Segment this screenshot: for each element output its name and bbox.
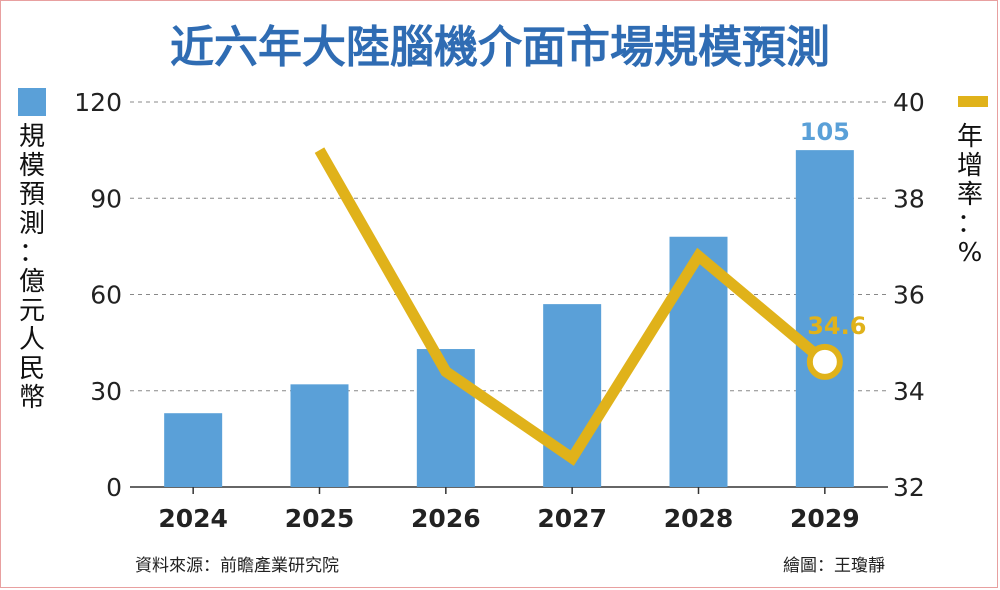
- left-axis-label-char: 人: [19, 325, 45, 355]
- x-tick-label: 2028: [664, 504, 734, 533]
- left-tick-label: 90: [90, 184, 122, 213]
- grid-lines: [130, 101, 888, 488]
- bar: [164, 413, 223, 487]
- left-axis-ticks: 0 30 60 90 120: [74, 88, 122, 502]
- bar: [795, 150, 854, 487]
- right-axis-label-char: 年: [957, 122, 983, 152]
- right-tick-label: 38: [893, 184, 925, 213]
- right-tick-label: 40: [893, 88, 925, 117]
- left-tick-label: 30: [90, 377, 122, 406]
- right-tick-label: 32: [893, 473, 925, 502]
- x-tick-label: 2025: [285, 504, 355, 533]
- growth-line-series: [314, 147, 843, 466]
- right-tick-label: 36: [893, 281, 925, 310]
- growth-line: [314, 147, 829, 466]
- right-axis-label: 年增率：%: [957, 122, 983, 268]
- right-axis-label-char: %: [958, 238, 983, 268]
- right-axis-ticks: 32 34 36 38 40: [893, 88, 925, 502]
- annotations: 105 34.6: [800, 118, 867, 340]
- right-tick-label: 34: [893, 377, 925, 406]
- left-axis-label-char: 元: [19, 296, 45, 326]
- left-tick-label: 0: [106, 473, 122, 502]
- left-tick-label: 60: [90, 281, 122, 310]
- chart-title: 近六年大陸腦機介面市場規模預測: [170, 22, 830, 73]
- line-legend: [958, 96, 988, 107]
- left-axis-label-char: 預: [19, 180, 45, 210]
- x-tick-label: 2026: [411, 504, 481, 533]
- left-axis-label-char: 民: [19, 354, 45, 384]
- bar-legend: [18, 88, 46, 116]
- right-axis-label-char: 增: [957, 151, 983, 181]
- source-note: 資料來源：前瞻產業研究院: [135, 556, 339, 576]
- x-tick-label: 2027: [537, 504, 607, 533]
- bar-series: [164, 150, 854, 487]
- line-value-label: 34.6: [807, 312, 866, 340]
- right-axis-label-char: 率: [957, 180, 983, 210]
- line-legend-swatch: [958, 96, 988, 107]
- right-axis-label-char: ：: [957, 209, 983, 239]
- bar-value-label: 105: [800, 118, 850, 146]
- left-axis-label-char: 幣: [19, 383, 45, 413]
- credit-note: 繪圖：王瓊靜: [783, 556, 885, 576]
- left-axis-label-char: 測: [19, 209, 45, 239]
- left-axis-label-char: 模: [19, 151, 45, 181]
- line-end-marker: [806, 343, 843, 380]
- left-axis-label-char: 億: [19, 267, 45, 297]
- x-tick-label: 2029: [790, 504, 860, 533]
- left-axis-label-char: ：: [19, 238, 45, 268]
- left-axis-label-char: 規: [19, 122, 45, 152]
- bar: [290, 384, 349, 487]
- left-tick-label: 120: [74, 88, 122, 117]
- x-tick-label: 2024: [158, 504, 228, 533]
- bar-legend-swatch: [18, 88, 46, 116]
- x-axis-ticks: 2024 2025 2026 2027 2028 2029: [158, 487, 860, 533]
